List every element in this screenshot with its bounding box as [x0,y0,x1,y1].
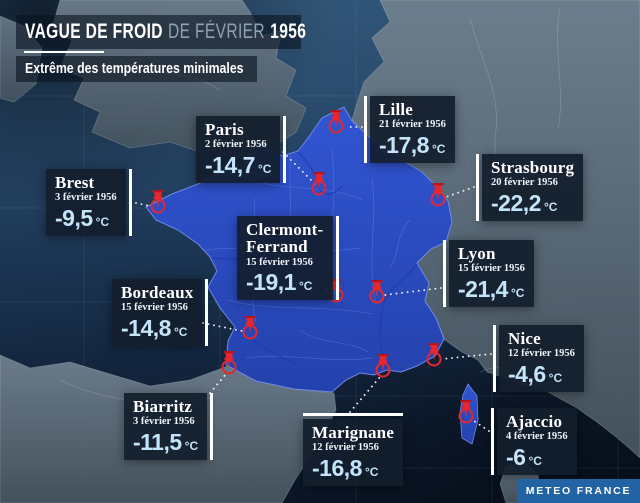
title-divider [24,51,104,53]
temp-unit: °C [528,453,542,468]
station-label-paris: Paris 2 février 1956 -14,7 °C [196,116,287,183]
connector-bordeaux [202,322,243,332]
station-label-bordeaux: Bordeaux 15 février 1956 -14,8 °C [112,279,209,346]
station-date: 3 février 1956 [55,192,117,204]
station-date: 4 février 1956 [506,431,568,443]
title-light-part: DE FÉVRIER [168,20,266,43]
title-main: VAGUE DE FROID [25,20,163,43]
temp-unit: °C [548,370,563,385]
subtitle-banner: Extrême des températures minimales [16,56,257,82]
station-city: Lille [379,100,414,119]
station-city: Lyon [458,244,496,263]
station-temperature: -22,2 °C [491,189,574,216]
temp-unit: °C [298,279,313,294]
station-temperature: -11,5 °C [133,428,199,455]
station-temperature: -6 °C [506,443,568,470]
station-city: Ajaccio [506,412,563,431]
temp-value: -4,6 [508,360,546,387]
label-edge-bar [493,325,496,392]
station-date: 12 février 1956 [508,348,575,360]
label-edge-bar [205,279,209,346]
temp-unit: °C [431,141,446,156]
station-temperature: -4,6 °C [508,360,575,387]
temp-value: -9,5 [55,204,93,231]
station-temperature: -19,1 °C [246,269,324,296]
station-label-marignane: Marignane 12 février 1956 -16,8 °C [303,413,404,486]
station-city: Paris [205,120,244,139]
temp-unit: °C [95,214,110,229]
station-label-lyon: Lyon 15 février 1956 -21,4 °C [443,240,534,307]
station-date: 15 février 1956 [121,302,188,314]
temp-value: -14,8 [121,314,171,341]
label-edge-bar [336,216,339,300]
station-label-ajaccio: Ajaccio 4 février 1956 -6 °C [491,408,577,475]
station-temperature: -16,8 °C [312,454,394,481]
title-year: 1956 [270,20,307,43]
station-date: 21 février 1956 [379,119,446,131]
station-city: Nice [508,329,541,348]
temp-value: -14,7 [205,151,255,178]
station-date: 15 février 1956 [246,256,313,268]
label-edge-bar [303,413,404,416]
temp-unit: °C [173,324,188,339]
connector-brest [135,202,151,207]
label-edge-bar [364,96,367,163]
temp-unit: °C [543,199,558,214]
station-date: 20 février 1956 [491,177,558,189]
connector-strasbourg [445,186,475,198]
temp-value: -19,1 [246,269,296,296]
station-temperature: -14,7 °C [205,151,272,178]
station-temperature: -9,5 °C [55,204,117,231]
station-label-lille: Lille 21 février 1956 -17,8 °C [364,96,455,163]
label-edge-bar [210,393,214,460]
temp-value: -11,5 [133,428,182,455]
station-date: 15 février 1956 [458,263,525,275]
connector-lyon [384,287,442,296]
label-edge-bar [128,169,132,236]
station-city: Clermont-Ferrand [246,220,324,257]
station-label-biarritz: Biarritz 3 février 1956 -11,5 °C [124,393,214,460]
temp-value: -6 [506,443,526,470]
station-date: 12 février 1956 [312,442,379,454]
temp-unit: °C [257,161,272,176]
connector-paris [282,151,316,185]
station-label-brest: Brest 3 février 1956 -9,5 °C [46,169,132,236]
temp-value: -16,8 [312,454,362,481]
label-edge-bar [443,240,446,307]
station-city: Brest [55,173,95,192]
label-edge-bar [283,116,287,183]
station-date: 2 février 1956 [205,139,267,151]
station-city: Bordeaux [121,283,194,302]
station-label-nice: Nice 12 février 1956 -4,6 °C [493,325,584,392]
station-temperature: -21,4 °C [458,275,525,302]
station-label-strasbourg: Strasbourg 20 février 1956 -22,2 °C [476,154,584,221]
temp-unit: °C [364,464,379,479]
station-city: Marignane [312,423,395,442]
station-temperature: -17,8 °C [379,131,446,158]
station-temperature: -14,8 °C [121,314,193,341]
meteo-france-badge: METEO FRANCE [517,479,640,503]
temp-value: -22,2 [491,189,541,216]
title-banner: VAGUE DE FROID DE FÉVRIER 1956 [16,15,306,49]
page-title: VAGUE DE FROID DE FÉVRIER 1956 [25,20,306,44]
subtitle: Extrême des températures minimales [25,61,244,77]
temp-value: -17,8 [379,131,429,158]
temp-unit: °C [184,438,199,453]
temp-unit: °C [510,285,525,300]
station-date: 3 février 1956 [133,416,195,428]
label-edge-bar [476,154,479,221]
station-label-clermont-ferrand: Clermont-Ferrand 15 février 1956 -19,1 °C [237,216,339,300]
label-edge-bar [491,408,494,475]
connector-marignane [349,376,381,413]
temp-value: -21,4 [458,275,508,302]
station-city: Biarritz [133,397,193,416]
corsica-shape [459,383,479,445]
station-city: Strasbourg [491,158,575,177]
